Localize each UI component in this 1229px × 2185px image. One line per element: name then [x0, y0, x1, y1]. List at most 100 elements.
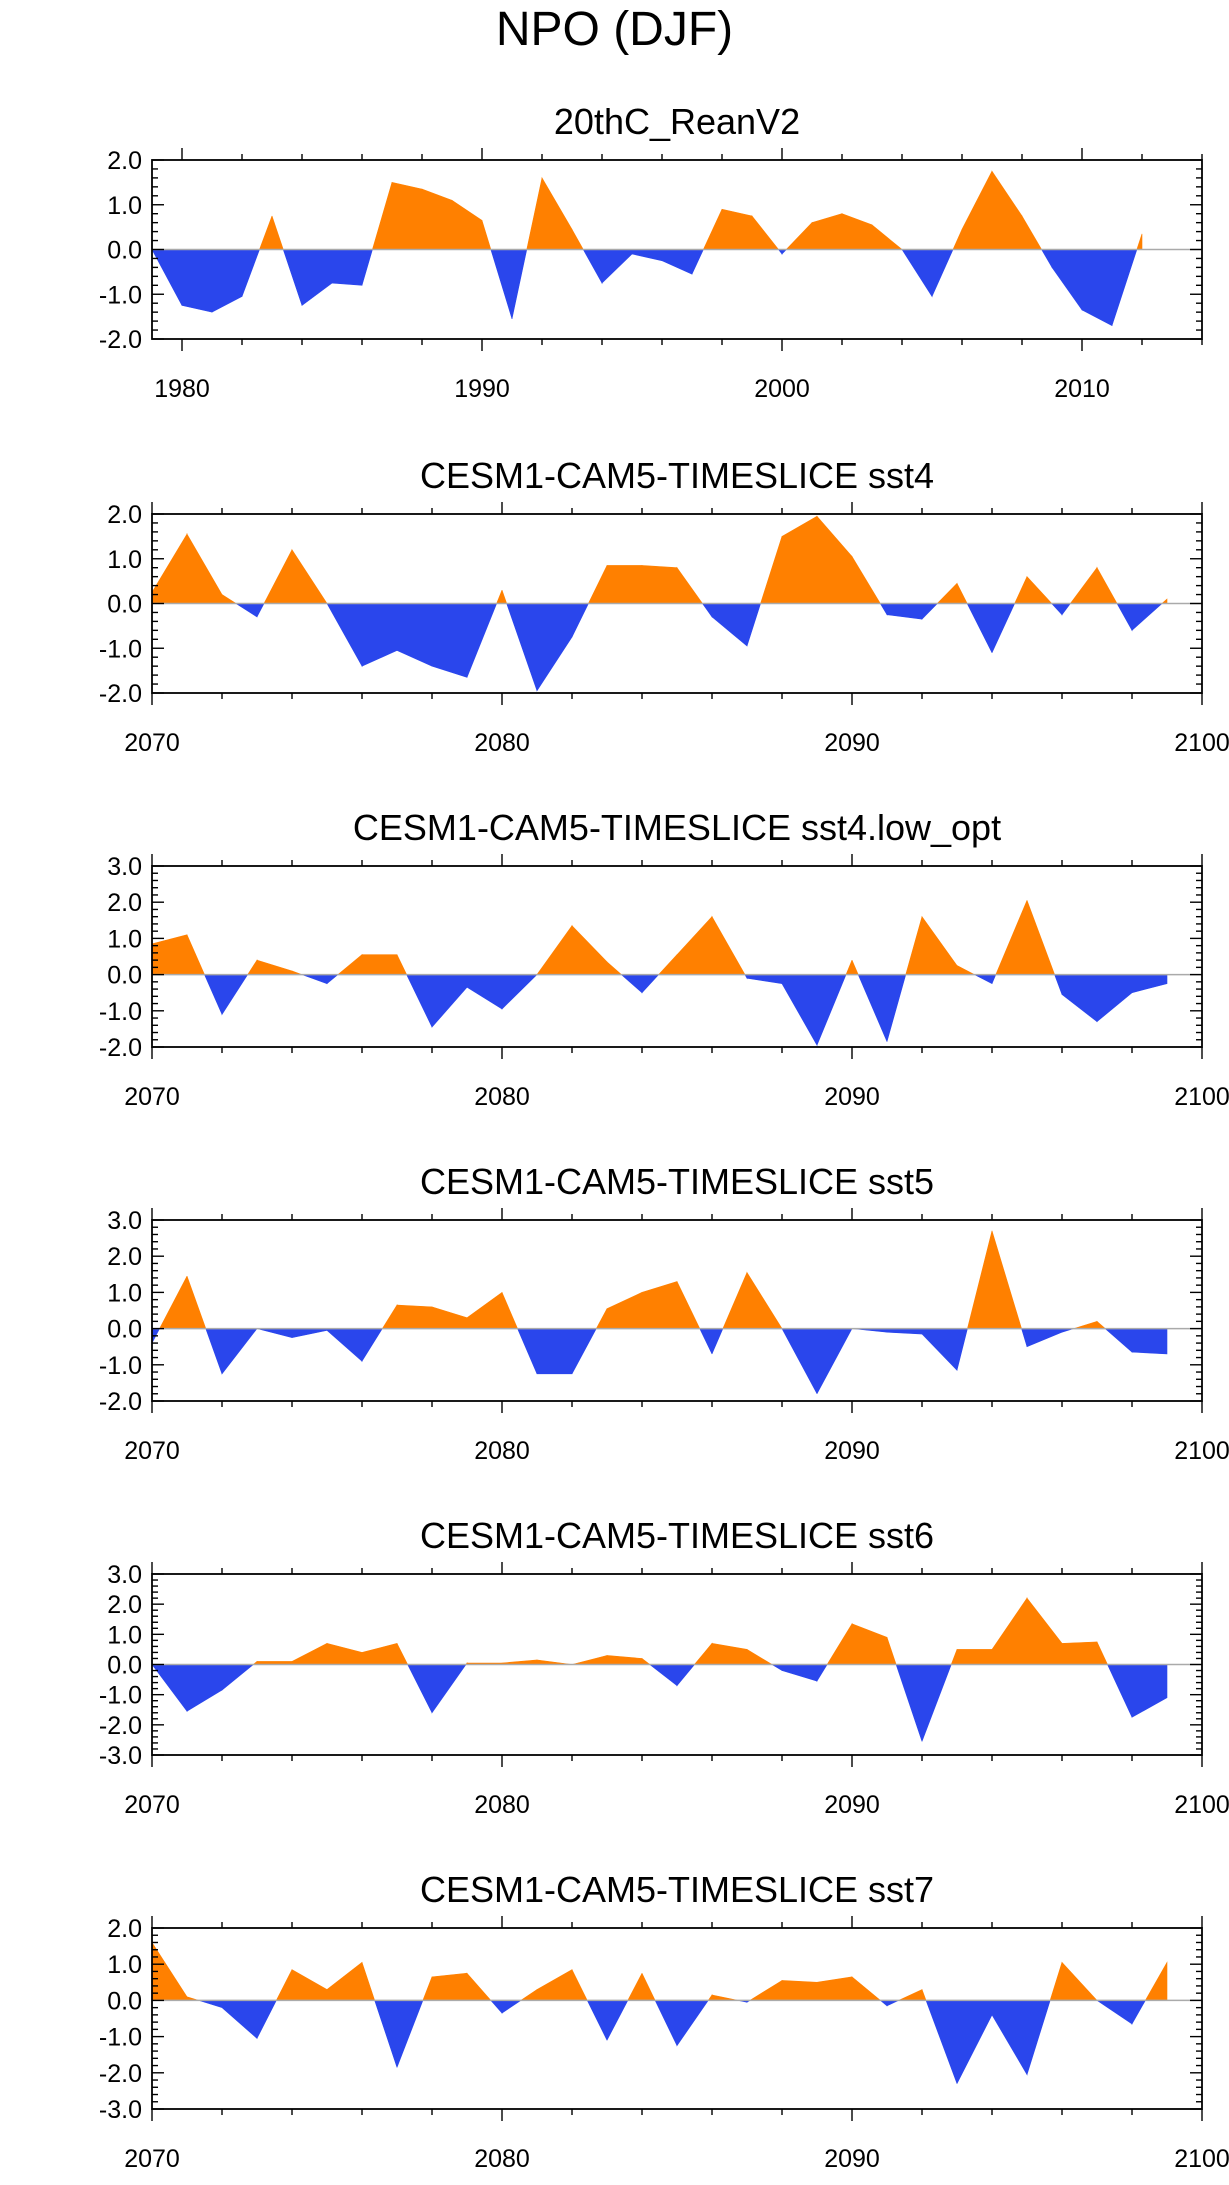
negative-area — [1107, 1664, 1133, 1718]
negative-area — [291, 1328, 328, 1339]
negative-area — [241, 249, 260, 297]
negative-area — [901, 249, 933, 298]
negative-area — [431, 1664, 467, 1714]
negative-area — [407, 1664, 433, 1713]
negative-area — [326, 974, 339, 985]
positive-area — [816, 515, 853, 604]
y-tick-label: 2.0 — [107, 1243, 142, 1271]
x-tick-label: 2090 — [824, 1791, 880, 1819]
negative-area — [781, 1328, 818, 1394]
positive-area — [956, 583, 968, 604]
y-tick-label: 1.0 — [107, 1621, 142, 1649]
x-tick-label: 2070 — [124, 1791, 180, 1819]
positive-area — [811, 213, 843, 250]
negative-area — [770, 1664, 783, 1672]
negative-area — [256, 2000, 277, 2039]
negative-area — [466, 603, 498, 678]
positive-area — [845, 960, 853, 975]
negative-area — [956, 2000, 993, 2084]
positive-area — [259, 215, 273, 250]
panel-title: CESM1-CAM5-TIMESLICE sst4.low_opt — [353, 807, 1001, 848]
panel-2: CESM1-CAM5-TIMESLICE sst4 2.0 1.0 0.0 -1.0 -2… — [99, 455, 1229, 757]
y-tick-label: -1.0 — [99, 2024, 142, 2052]
negative-area — [282, 249, 303, 306]
negative-area — [816, 1664, 828, 1683]
y-tick-label: -2.0 — [99, 1034, 142, 1062]
x-tick-label: 2070 — [124, 1083, 180, 1111]
y-tick-label: 2.0 — [107, 501, 142, 529]
panel-title: CESM1-CAM5-TIMESLICE sst5 — [420, 1161, 934, 1202]
negative-area — [1111, 249, 1138, 326]
positive-area — [851, 960, 859, 975]
x-tick-label: 2100 — [1174, 1791, 1229, 1819]
y-tick-label: 2.0 — [107, 1915, 142, 1943]
positive-area — [722, 1272, 748, 1329]
positive-area — [1069, 566, 1098, 604]
positive-area — [361, 1962, 376, 2001]
positive-area — [361, 1642, 398, 1665]
y-tick-label: -2.0 — [99, 1388, 142, 1416]
x-tick-label: 2000 — [754, 375, 810, 403]
negative-area — [1131, 1328, 1168, 1355]
negative-area — [326, 603, 363, 668]
negative-area — [1061, 603, 1071, 616]
positive-area — [967, 1230, 993, 1329]
positive-area — [1096, 566, 1118, 604]
positive-area — [606, 1291, 643, 1329]
negative-area — [879, 603, 888, 616]
positive-area — [676, 1281, 701, 1329]
positive-area — [337, 954, 363, 975]
x-tick-label: 2010 — [1054, 375, 1110, 403]
x-tick-label: 2080 — [474, 2145, 530, 2173]
negative-area — [991, 974, 997, 984]
negative-area — [991, 2000, 1028, 2076]
positive-area — [571, 924, 608, 975]
x-tick-label: 2080 — [474, 1083, 530, 1111]
positive-area — [536, 1969, 573, 2001]
positive-area — [431, 1972, 468, 2001]
positive-area — [921, 915, 958, 975]
positive-area — [291, 1642, 328, 1665]
positive-area — [676, 915, 713, 975]
negative-area — [925, 2000, 958, 2084]
negative-area — [661, 249, 693, 275]
negative-area — [536, 1328, 573, 1375]
positive-area — [1014, 576, 1028, 604]
y-tick-label: -2.0 — [99, 680, 142, 708]
positive-area — [1061, 1961, 1098, 2001]
x-tick-label: 2100 — [1174, 1437, 1229, 1465]
negative-area — [571, 603, 589, 638]
positive-area — [1144, 1961, 1168, 2001]
panel-5: CESM1-CAM5-TIMESLICE sst6 3.02.01.0 0.0-1.… — [99, 1515, 1229, 1819]
negative-area — [221, 1664, 255, 1691]
positive-area — [905, 916, 923, 975]
negative-area — [221, 974, 249, 1016]
positive-area — [186, 533, 223, 604]
positive-area — [247, 959, 258, 975]
positive-area — [641, 1657, 651, 1665]
negative-area — [186, 1664, 223, 1712]
negative-area — [374, 2000, 398, 2068]
positive-area — [536, 924, 573, 975]
y-tick-label: -2.0 — [99, 2060, 142, 2088]
positive-area — [921, 1989, 927, 2001]
positive-area — [657, 953, 678, 975]
negative-area — [361, 1328, 383, 1363]
positive-area — [526, 177, 543, 250]
x-tick-label: 2070 — [124, 1437, 180, 1465]
positive-area — [711, 915, 746, 975]
negative-area — [431, 974, 468, 1028]
negative-area — [205, 1328, 223, 1374]
negative-area — [931, 249, 954, 297]
negative-area — [490, 2000, 503, 2014]
positive-area — [886, 1637, 897, 1665]
positive-area — [746, 1648, 774, 1665]
negative-area — [406, 974, 433, 1028]
positive-area — [1026, 900, 1056, 975]
negative-area — [582, 249, 603, 285]
x-tick-label: 2090 — [824, 1437, 880, 1465]
x-tick-label: 1990 — [454, 375, 510, 403]
positive-area — [263, 549, 293, 604]
positive-area — [151, 934, 188, 975]
positive-area — [781, 1980, 818, 2001]
